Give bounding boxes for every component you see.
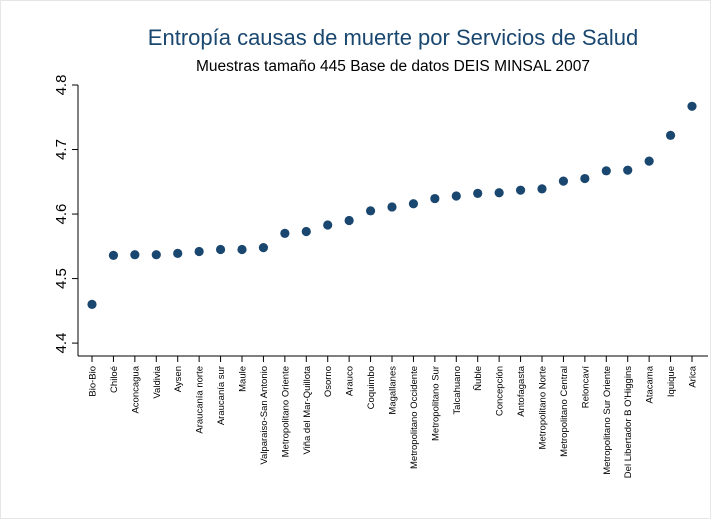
x-tick-label: Arica <box>688 365 699 387</box>
x-tick-label: Metropolitano Sur <box>430 366 441 441</box>
y-tick-label: 4.5 <box>53 268 70 289</box>
y-tick-label: 4.8 <box>53 75 70 96</box>
y-tick-label: 4.4 <box>53 333 70 354</box>
data-point <box>408 199 419 209</box>
data-point <box>451 191 461 201</box>
data-point <box>687 101 697 111</box>
chart-subtitle: Muestras tamaño 445 Base de datos DEIS M… <box>196 58 590 75</box>
x-tick-label: Araucanía sur <box>216 366 227 425</box>
x-tick-label: Talcahuano <box>452 366 463 415</box>
x-tick-label: Reloncaví <box>580 366 591 409</box>
data-point <box>387 202 397 212</box>
data-point <box>494 188 504 198</box>
x-tick-label: Chiloé <box>109 366 120 393</box>
x-tick-label: Metropolitano Occidente <box>409 366 420 469</box>
data-point <box>87 299 97 309</box>
data-point <box>665 130 676 140</box>
data-point <box>365 206 376 216</box>
x-tick-label: Aconcagua <box>130 365 141 413</box>
x-tick-label: Metropolitano Sur Oriente <box>602 366 613 475</box>
data-point <box>215 244 226 255</box>
data-point <box>644 156 654 166</box>
chart-title: Entropía causas de muerte por Servicios … <box>148 25 638 50</box>
data-point <box>515 185 526 195</box>
x-tick-label: Araucanía norte <box>195 366 206 434</box>
data-point <box>623 165 633 175</box>
x-tick-label: Valdivia <box>152 365 163 398</box>
x-tick-label: Osorno <box>323 366 334 397</box>
x-tick-label: Del Libertador B O'Higgins <box>623 366 634 478</box>
x-tick-label: Ñuble <box>473 366 484 391</box>
y-tick-label: 4.7 <box>53 139 70 160</box>
data-point <box>173 248 183 259</box>
x-tick-label: Metropolitano Norte <box>538 366 549 449</box>
x-tick-label: Arauco <box>345 366 356 396</box>
x-tick-label: Antofagasta <box>516 365 527 416</box>
x-tick-label: Atacama <box>645 365 656 403</box>
x-tick-label: Magallanes <box>388 366 399 415</box>
data-point <box>580 173 590 184</box>
data-point <box>258 243 269 253</box>
data-point <box>473 188 483 198</box>
data-point <box>237 244 247 255</box>
data-point <box>323 220 333 230</box>
data-points <box>87 101 697 309</box>
x-tick-label: Valparaiso-San Antonio <box>259 366 270 465</box>
x-tick-label: Maule <box>238 366 249 392</box>
data-point <box>344 215 354 226</box>
data-point <box>151 250 161 260</box>
data-point <box>558 176 569 186</box>
x-tick-label: Metropolitano Central <box>559 366 570 457</box>
x-tick-label: Concepción <box>495 366 506 416</box>
data-point <box>194 246 204 257</box>
x-tick-label: Aysen <box>173 366 184 392</box>
data-point <box>301 226 311 237</box>
x-tick-label: Metropolitano Oriente <box>280 366 291 457</box>
x-tick-label: Iquique <box>666 366 677 397</box>
y-tick-label: 4.6 <box>53 204 70 225</box>
x-tick-label: Coquimbo <box>366 366 377 409</box>
data-point <box>537 184 547 194</box>
data-point <box>108 250 119 260</box>
data-point <box>130 250 140 260</box>
data-point <box>280 228 290 239</box>
x-tick-label: Bio-Bio <box>88 366 99 397</box>
y-axis-ticks: 4.4 4.5 4.6 4.7 4.8 <box>53 75 78 354</box>
data-point <box>601 166 611 176</box>
x-tick-label: Viña del Mar-Quillota <box>302 365 313 454</box>
data-point <box>430 193 440 204</box>
x-axis-ticks: Bio-Bio Chiloé Aconcagua Valdivia Aysen Arauc… <box>88 356 699 478</box>
